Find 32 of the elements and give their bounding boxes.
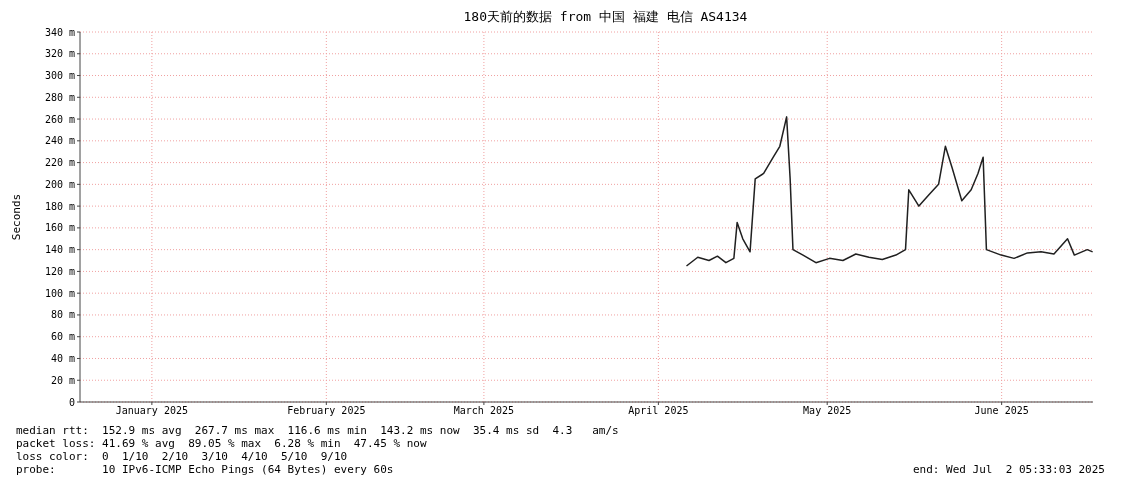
text: median rtt: 152.9 ms avg 267.7 ms max 116.6 ms min 143.2 ms now 35.4 ms sd 4.3 am/s <box>16 424 620 437</box>
x-tick-label: April 2025 <box>628 405 689 417</box>
y-tick-label: 20 m <box>50 374 75 386</box>
text: packet loss: 41.69 % avg 89.05 % max 6.28 % min 47.45 % now <box>16 437 428 450</box>
x-tick-label: February 2025 <box>287 405 366 417</box>
y-tick-label: 200 m <box>44 178 75 190</box>
y-tick-label: 80 m <box>50 309 75 321</box>
y-tick-label: 160 m <box>44 222 75 234</box>
y-tick-label: 240 m <box>44 135 75 147</box>
x-tick-label: March 2025 <box>453 405 515 417</box>
x-tick-label: January 2025 <box>115 405 188 417</box>
line-series <box>685 116 1093 267</box>
y-tick-label: 40 m <box>50 353 75 365</box>
y-tick-label: 100 m <box>44 287 75 299</box>
y-tick-label: 220 m <box>44 157 75 169</box>
x-tick-label: June 2025 <box>974 405 1029 417</box>
text: probe: 10 IPv6-ICMP Echo Pings (64 Bytes) every 60s <box>16 463 394 476</box>
y-tick-label: 260 m <box>44 113 75 125</box>
y-tick-label: 60 m <box>50 331 75 343</box>
y-tick-label: 140 m <box>44 244 75 256</box>
y-axis-title: Seconds <box>9 193 23 241</box>
text: loss color: 0 1/10 2/10 3/10 4/10 5/10 9/10 <box>16 450 349 463</box>
x-tick-label: May 2025 <box>803 405 852 417</box>
y-tick-label: 0 <box>68 396 75 408</box>
y-tick-label: 280 m <box>44 91 75 103</box>
y-tick-label: 180 m <box>44 200 75 212</box>
y-tick-label: 300 m <box>44 70 75 82</box>
text: end: Wed Jul 2 05:33:03 2025 <box>912 463 1105 476</box>
y-tick-label: 320 m <box>44 48 75 60</box>
y-tick-label: 120 m <box>44 265 75 277</box>
y-tick-label: 340 m <box>44 26 75 38</box>
chart-title: 180天前的数据 from 中国 福建 电信 AS4134 <box>462 8 749 26</box>
